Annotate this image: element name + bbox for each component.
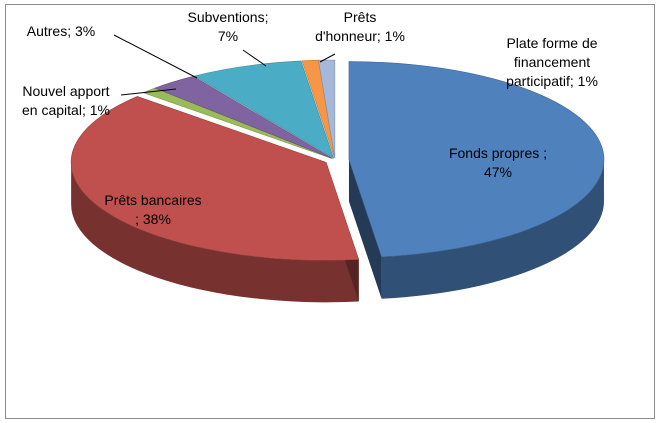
- data-labels: Fonds propres ; 47% Prêts bancaires; 38% No…: [22, 9, 598, 227]
- data-label-prets-bancaires: Prêts bancaires; 38%: [104, 192, 201, 227]
- pie-tops: [70, 59, 605, 261]
- data-label-nouvel-apport-en-capital: Nouvel apport en capital; 1%: [22, 83, 110, 118]
- data-label-plate-forme-de-financement-participatif: Plate forme de financement participatif; 1…: [506, 35, 598, 89]
- slice-plate-forme-de-financement-participatif: [318, 59, 336, 159]
- slice-prets-bancaires: [70, 96, 360, 261]
- slice-cut-fonds-propres-1: [348, 159, 382, 299]
- slice-side-fonds-propres: [381, 159, 604, 299]
- data-label-autres: Autres; 3%: [27, 23, 95, 39]
- slice-fonds-propres: [348, 61, 605, 258]
- leader-line-prets-d-honneur: [319, 53, 336, 63]
- data-label-prets-d-honneur: Prêts d'honneur; 1%: [315, 9, 405, 44]
- leader-line-autres: [113, 34, 198, 79]
- slice-subventions: [193, 60, 335, 159]
- leader-line-nouvel-apport-en-capital: [120, 88, 177, 96]
- leader-line-subventions: [242, 49, 267, 67]
- leader-lines: [113, 34, 336, 96]
- data-label-subventions: Subventions; 7%: [188, 9, 269, 44]
- data-label-fonds-propres: Fonds propres ; 47%: [449, 145, 547, 180]
- slice-side-prets-bancaires: [71, 162, 359, 303]
